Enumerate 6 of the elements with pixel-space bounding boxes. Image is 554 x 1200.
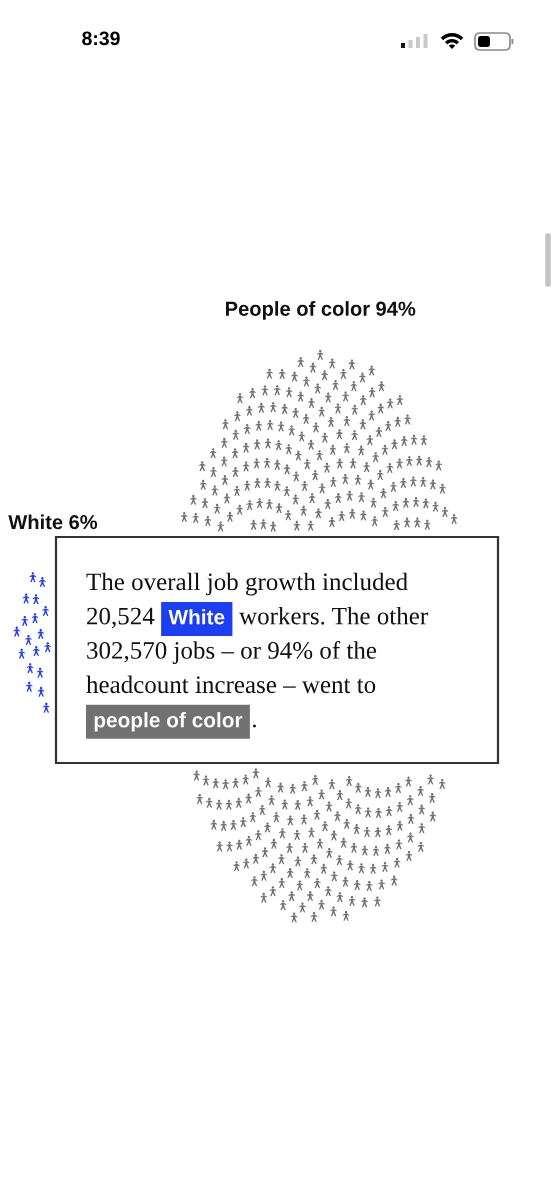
text: 8:39 bbox=[82, 31, 120, 46]
category-label: White bbox=[8, 514, 63, 530]
text: The overall job growth included 20,524 White workers. The other 302,570 jobs – or 94% of the headcount increase – went to people of color. bbox=[86, 572, 428, 732]
data-label: 6% bbox=[69, 515, 98, 530]
category-label: People of color bbox=[226, 301, 370, 320]
data-label: 94% bbox=[376, 301, 416, 316]
